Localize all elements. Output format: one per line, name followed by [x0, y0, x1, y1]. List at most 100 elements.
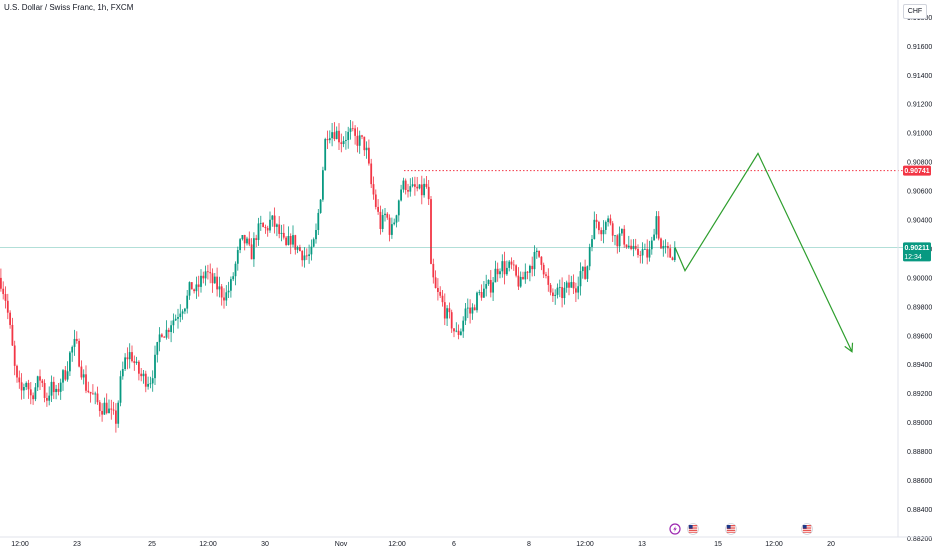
candle — [92, 384, 94, 395]
candle — [471, 303, 474, 320]
candle-body — [105, 402, 108, 414]
candle — [126, 347, 129, 370]
candle — [167, 327, 170, 339]
candle-body — [223, 297, 225, 301]
candle — [570, 275, 573, 288]
candle-body — [517, 275, 520, 287]
us-flag-icon[interactable] — [725, 523, 737, 535]
candle — [202, 271, 205, 284]
level-price-label: 0.90741 — [903, 165, 931, 176]
candle — [209, 263, 212, 284]
candle — [441, 289, 444, 307]
candle-body — [115, 410, 117, 424]
flag-stripe — [688, 530, 698, 531]
candle-body — [195, 284, 198, 292]
candle — [20, 373, 23, 400]
price-tick-label: 0.90000 — [907, 275, 932, 282]
candle — [250, 238, 253, 260]
candle — [545, 271, 547, 279]
candle-body — [593, 219, 596, 240]
candle-body — [0, 277, 2, 289]
candle — [34, 383, 37, 402]
candle — [409, 178, 412, 197]
candle — [278, 216, 281, 239]
candle — [41, 378, 44, 388]
currency-button[interactable]: CHF — [903, 4, 927, 19]
candle-body — [478, 292, 481, 293]
candle — [236, 246, 239, 271]
candle — [499, 268, 501, 279]
candle-body — [526, 271, 529, 273]
candle — [296, 245, 299, 254]
us-flag-icon[interactable] — [801, 523, 813, 535]
price-tick-label: 0.90600 — [907, 189, 932, 196]
candle-body — [381, 215, 384, 229]
candle-body — [85, 374, 87, 391]
price-tick-label: 0.91000 — [907, 131, 932, 138]
candle — [124, 353, 126, 372]
us-flag-icon[interactable] — [687, 523, 699, 535]
candle — [188, 281, 191, 300]
candle — [204, 265, 207, 286]
candle-body — [46, 397, 48, 401]
candle-body — [641, 249, 644, 256]
candle-body — [36, 376, 39, 388]
candle-body — [193, 289, 195, 292]
candle-body — [437, 288, 439, 292]
candle — [340, 133, 343, 153]
candle-body — [515, 265, 517, 276]
candle-body — [669, 248, 672, 258]
candle — [464, 303, 467, 326]
candle-body — [52, 381, 55, 393]
candle — [243, 234, 246, 251]
candle — [239, 238, 241, 254]
candle-body — [464, 308, 467, 321]
candle-body — [96, 393, 99, 403]
candle-body — [326, 139, 329, 141]
candle — [653, 228, 655, 241]
candle-body — [476, 292, 478, 311]
price-labels-layer: 0.90741 0.90211 12:34 — [903, 165, 931, 262]
candle-body — [358, 135, 361, 146]
candle-body — [354, 128, 356, 136]
candle — [579, 262, 582, 296]
candle — [496, 262, 499, 282]
candle — [437, 278, 439, 301]
candle — [103, 397, 106, 415]
flag-canton — [688, 525, 693, 529]
candle — [365, 141, 368, 159]
candle-body — [170, 325, 172, 333]
candle — [655, 211, 658, 239]
candle — [301, 250, 304, 267]
candle — [407, 183, 409, 198]
candle — [282, 224, 285, 240]
candle-body — [607, 218, 609, 223]
candle-body — [347, 131, 350, 140]
candle — [473, 304, 476, 311]
candle-body — [87, 390, 90, 392]
price-axis[interactable]: 0.918000.916000.914000.912000.910000.908… — [897, 0, 932, 543]
candle-body — [547, 275, 550, 285]
candle-body — [236, 250, 239, 264]
candle — [299, 244, 301, 252]
candle — [66, 361, 69, 382]
candle — [561, 277, 563, 308]
candle — [112, 401, 115, 415]
candle-body — [338, 130, 340, 143]
candle-body — [289, 236, 292, 245]
candle-body — [69, 352, 71, 372]
candle — [506, 260, 508, 276]
candle-body — [149, 383, 152, 385]
candle-body — [211, 273, 214, 284]
candle — [483, 280, 485, 298]
lightning-icon[interactable] — [669, 523, 681, 535]
candle — [144, 370, 147, 393]
candle-body — [448, 308, 451, 313]
candle-body — [407, 190, 409, 192]
candle — [634, 238, 637, 251]
candle — [225, 285, 228, 306]
candle — [190, 282, 193, 290]
time-axis[interactable]: 12:00 23 25 12:00 30 Nov 12:00 6 8 12:00 13 15 12:00… — [0, 536, 932, 548]
